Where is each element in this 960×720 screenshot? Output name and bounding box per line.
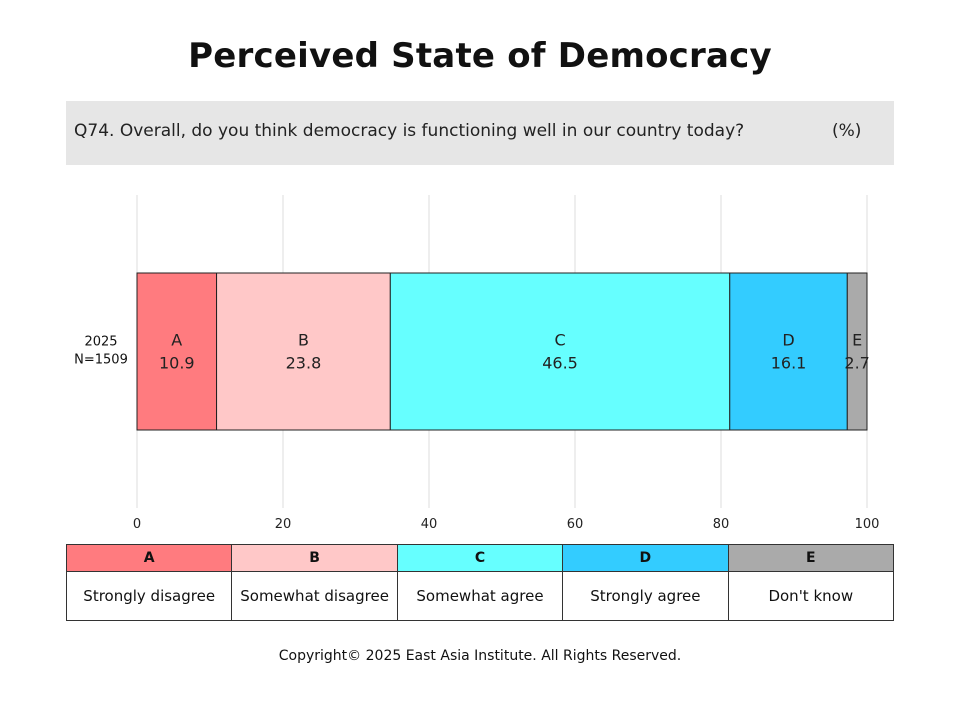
legend-label-b: Somewhat disagree: [231, 571, 398, 621]
legend-key-d: D: [562, 544, 729, 572]
legend-key-e: E: [727, 544, 895, 572]
copyright-notice: Copyright© 2025 East Asia Institute. All…: [278, 648, 682, 664]
data-label: 10.9: [159, 354, 195, 373]
bar-segment-a: [136, 272, 218, 431]
legend-table: A B C D E Strongly disagree Somewhat dis…: [65, 544, 895, 621]
data-label: 2.7: [844, 354, 869, 373]
segment-key-label: A: [171, 331, 182, 350]
category-label: N=1509: [74, 353, 128, 368]
segment-key-label: D: [782, 331, 794, 350]
legend-key-b: B: [231, 544, 398, 572]
legend-label-d: Strongly agree: [562, 571, 729, 621]
x-tick-label: 80: [713, 517, 730, 532]
legend-key-row: A B C D E: [65, 544, 895, 572]
data-label: 46.5: [542, 354, 578, 373]
segment-key-label: E: [852, 331, 862, 350]
bar-segment-c: [389, 272, 731, 431]
stacked-bar-chart: 0 20 40 60 80 100 2025 N=1509 A 10.9 B 23.8 C 46.5 D 16…: [74, 195, 880, 532]
x-tick-label: 40: [421, 517, 438, 532]
unit-label: (%): [832, 121, 862, 141]
segment-key-label: B: [298, 331, 309, 350]
x-tick-label: 60: [567, 517, 584, 532]
category-label: 2025: [84, 335, 117, 350]
x-tick-label: 20: [275, 517, 292, 532]
x-tick-label: 0: [133, 517, 141, 532]
question-text: Q74. Overall, do you think democracy is …: [74, 121, 745, 141]
data-label: 23.8: [286, 354, 322, 373]
data-label: 16.1: [771, 354, 807, 373]
bar-segment-d: [729, 272, 848, 431]
legend-label-row: Strongly disagree Somewhat disagree Some…: [65, 571, 895, 621]
legend-label-a: Strongly disagree: [65, 571, 233, 621]
bar-segment-b: [216, 272, 391, 431]
legend-label-e: Don't know: [727, 571, 895, 621]
x-tick-label: 100: [855, 517, 880, 532]
legend-label-c: Somewhat agree: [396, 571, 564, 621]
legend-key-c: C: [396, 544, 564, 572]
segment-key-label: C: [554, 331, 565, 350]
chart-title: Perceived State of Democracy: [188, 36, 772, 76]
bar-segment-e: [846, 272, 868, 431]
legend-key-a: A: [65, 544, 233, 572]
question-box: Q74. Overall, do you think democracy is …: [66, 101, 894, 165]
